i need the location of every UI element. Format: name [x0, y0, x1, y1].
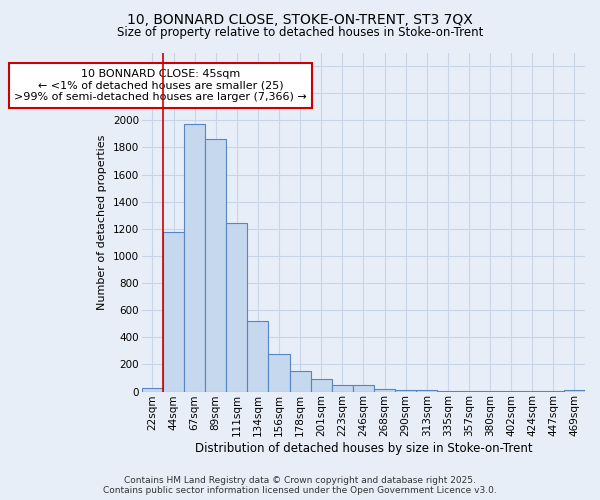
Bar	[564, 390, 585, 392]
Bar	[205, 140, 226, 392]
Bar	[163, 232, 184, 392]
Text: Size of property relative to detached houses in Stoke-on-Trent: Size of property relative to detached ho…	[117, 26, 483, 39]
Bar	[268, 354, 290, 392]
Bar	[395, 390, 416, 392]
Bar	[374, 389, 395, 392]
Text: 10 BONNARD CLOSE: 45sqm
← <1% of detached houses are smaller (25)
>99% of semi-d: 10 BONNARD CLOSE: 45sqm ← <1% of detache…	[14, 69, 307, 102]
Bar	[247, 321, 268, 392]
Bar	[416, 390, 437, 392]
Text: Contains HM Land Registry data © Crown copyright and database right 2025.
Contai: Contains HM Land Registry data © Crown c…	[103, 476, 497, 495]
Bar	[226, 224, 247, 392]
Bar	[353, 386, 374, 392]
Bar	[437, 391, 458, 392]
Bar	[458, 391, 479, 392]
Y-axis label: Number of detached properties: Number of detached properties	[97, 134, 107, 310]
Bar	[332, 386, 353, 392]
X-axis label: Distribution of detached houses by size in Stoke-on-Trent: Distribution of detached houses by size …	[194, 442, 532, 455]
Bar	[142, 388, 163, 392]
Text: 10, BONNARD CLOSE, STOKE-ON-TRENT, ST3 7QX: 10, BONNARD CLOSE, STOKE-ON-TRENT, ST3 7…	[127, 12, 473, 26]
Bar	[184, 124, 205, 392]
Bar	[311, 378, 332, 392]
Bar	[290, 370, 311, 392]
